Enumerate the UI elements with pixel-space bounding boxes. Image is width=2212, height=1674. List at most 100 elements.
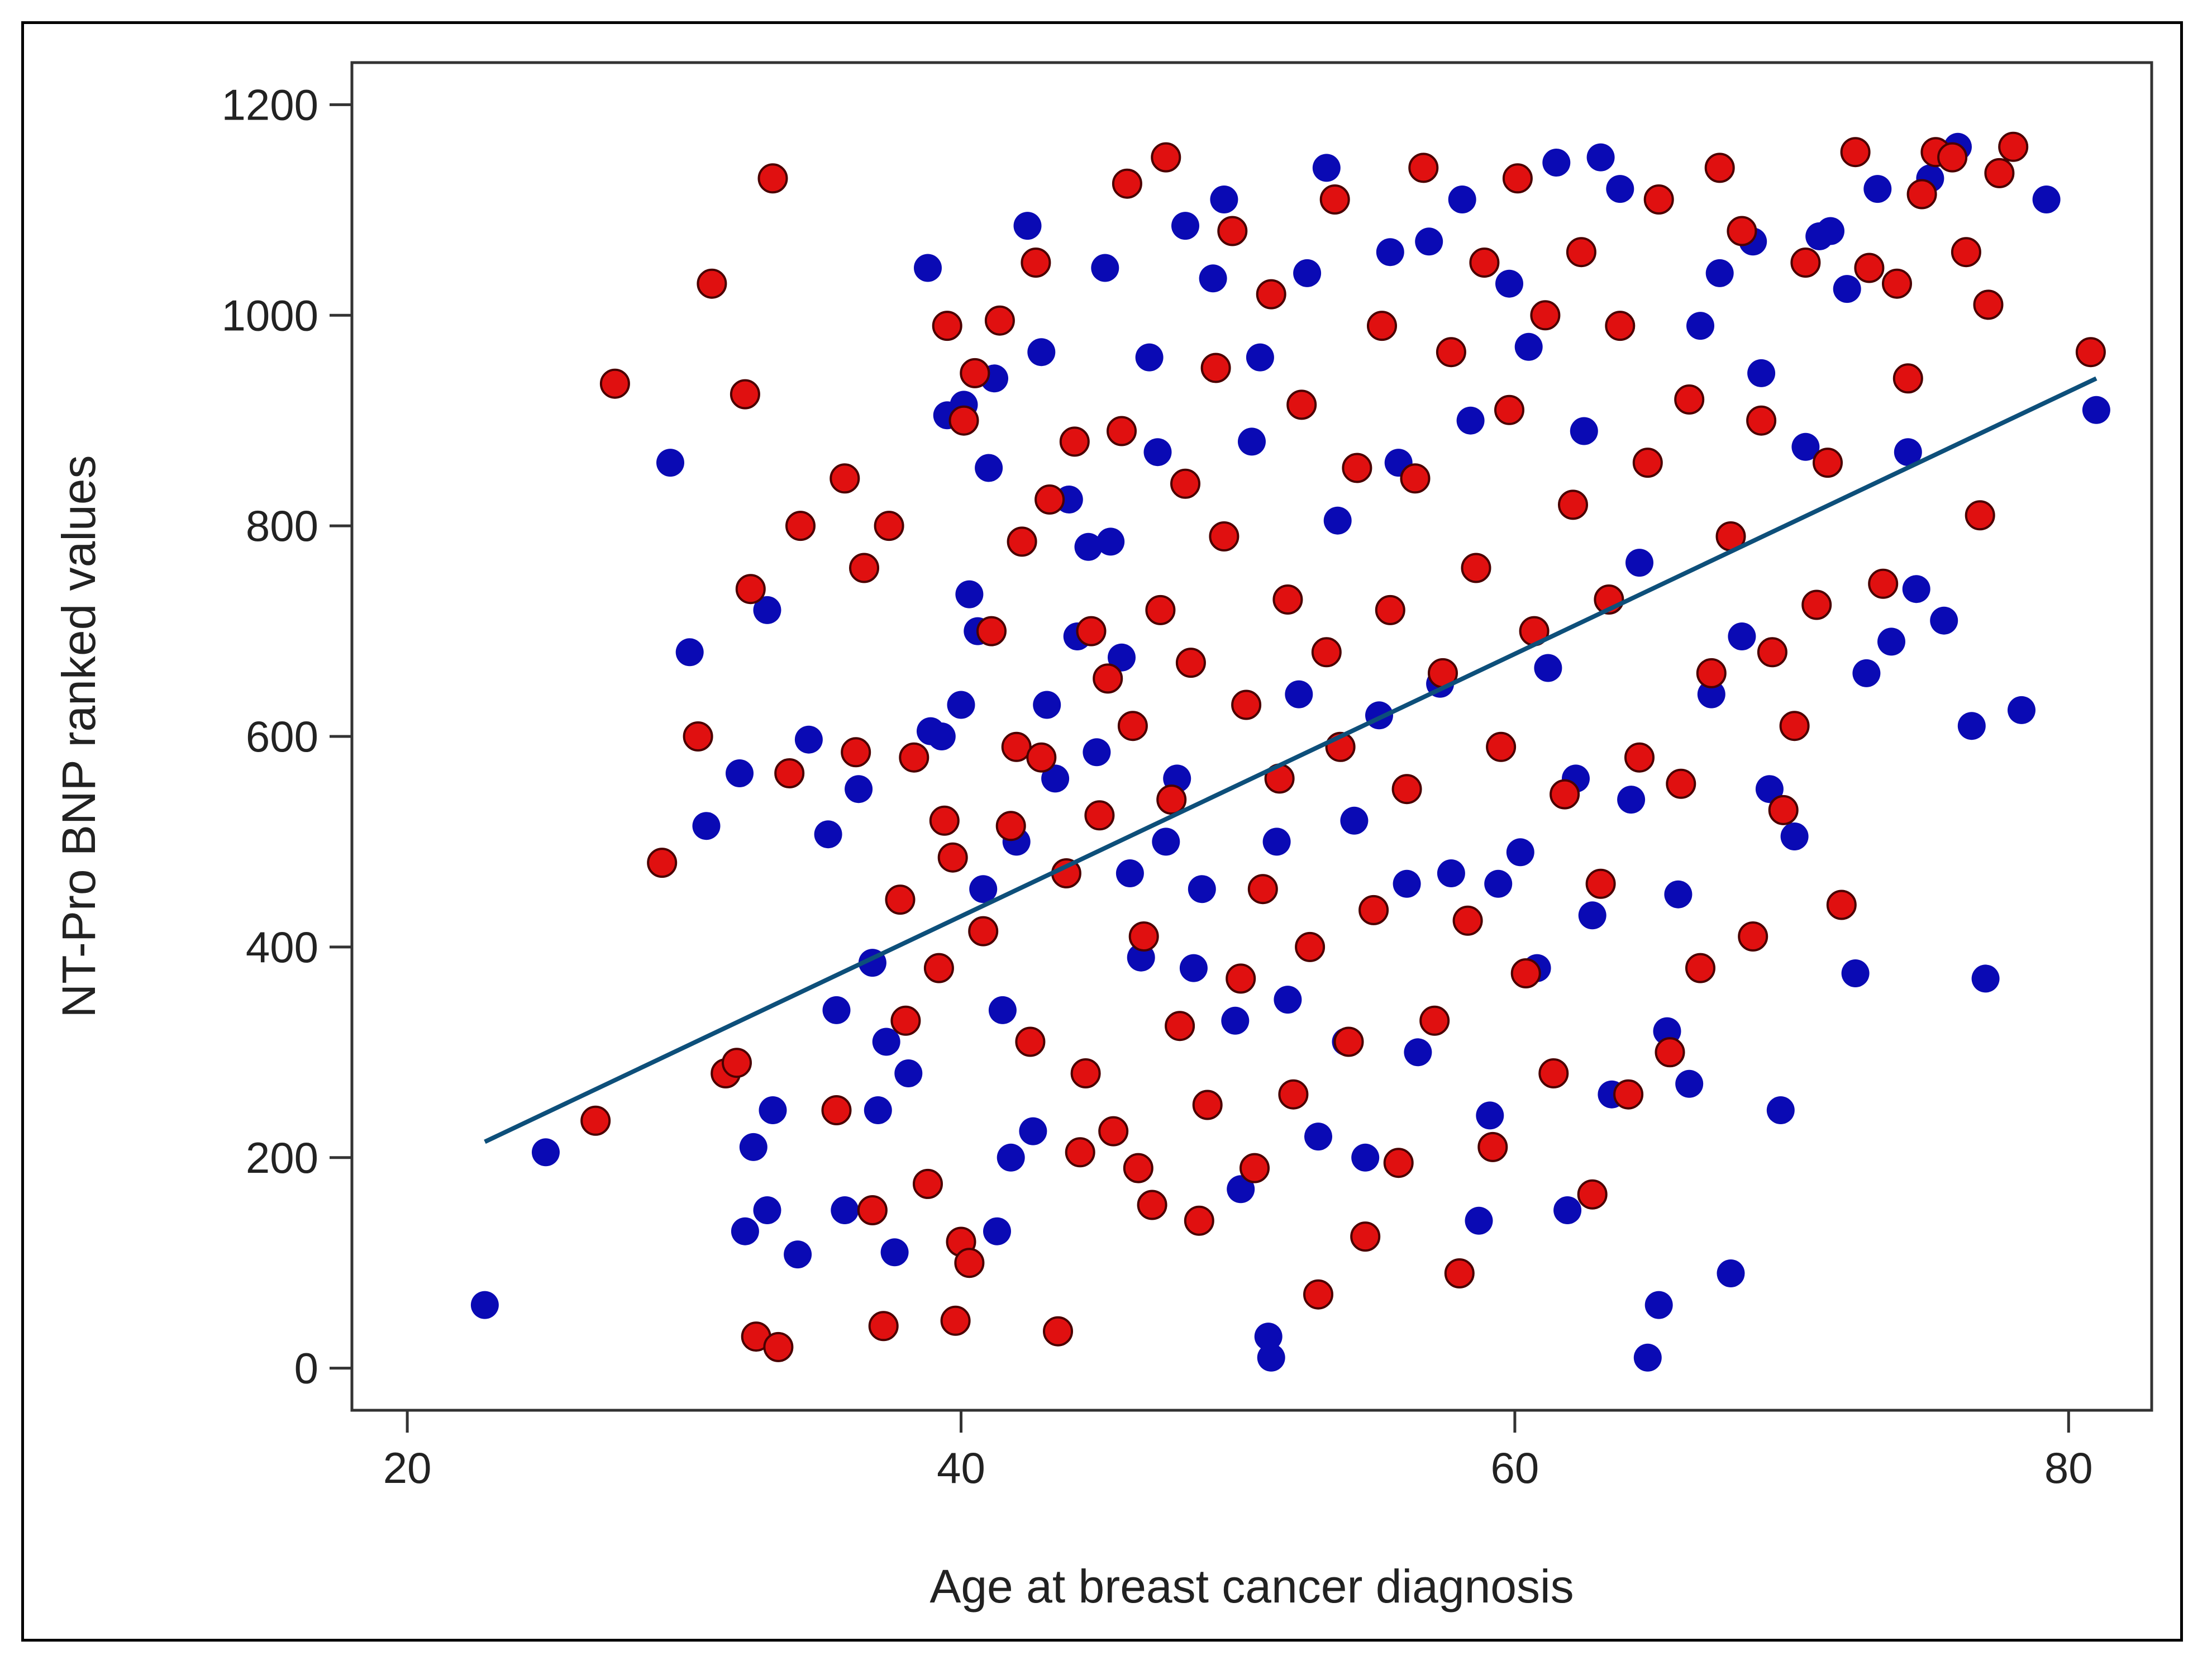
point-blue-71 bbox=[1312, 154, 1341, 182]
point-red-134 bbox=[1801, 589, 1832, 620]
point-blue-133 bbox=[1971, 964, 2000, 993]
point-red-8 bbox=[735, 574, 766, 605]
point-blue-18 bbox=[864, 1096, 892, 1124]
point-blue-112 bbox=[1717, 1259, 1745, 1287]
point-red-16 bbox=[841, 737, 871, 768]
point-blue-7 bbox=[753, 596, 781, 624]
point-red-48 bbox=[1070, 1058, 1101, 1088]
point-red-28 bbox=[937, 842, 968, 873]
point-red-13 bbox=[785, 511, 816, 541]
point-red-10 bbox=[757, 163, 788, 194]
point-red-34 bbox=[968, 916, 999, 947]
point-blue-99 bbox=[1586, 143, 1615, 172]
point-blue-60 bbox=[1221, 1006, 1250, 1035]
point-blue-102 bbox=[1617, 786, 1646, 814]
point-red-3 bbox=[683, 721, 713, 752]
point-red-88 bbox=[1367, 311, 1397, 341]
point-red-65 bbox=[1184, 1205, 1214, 1236]
point-red-98 bbox=[1452, 905, 1483, 936]
point-blue-91 bbox=[1514, 332, 1543, 361]
point-red-41 bbox=[1021, 248, 1051, 278]
point-red-94 bbox=[1419, 1005, 1450, 1036]
point-blue-80 bbox=[1404, 1038, 1432, 1067]
point-red-100 bbox=[1469, 248, 1500, 278]
point-blue-83 bbox=[1437, 859, 1465, 887]
point-blue-2 bbox=[656, 449, 684, 477]
point-blue-109 bbox=[1686, 312, 1714, 340]
point-blue-105 bbox=[1644, 1291, 1673, 1319]
x-tick-label-20: 20 bbox=[383, 1443, 432, 1492]
point-red-74 bbox=[1256, 279, 1286, 310]
point-red-59 bbox=[1145, 595, 1176, 625]
point-blue-4 bbox=[692, 812, 721, 840]
point-blue-24 bbox=[927, 722, 956, 750]
point-blue-5 bbox=[726, 759, 754, 787]
point-red-82 bbox=[1319, 184, 1350, 215]
point-blue-108 bbox=[1675, 1069, 1704, 1098]
point-red-53 bbox=[1107, 416, 1137, 446]
figure-frame bbox=[21, 21, 2183, 1642]
point-red-148 bbox=[1984, 158, 2015, 188]
point-blue-72 bbox=[1323, 506, 1352, 535]
point-blue-15 bbox=[831, 1196, 859, 1224]
point-red-118 bbox=[1632, 448, 1663, 478]
point-red-18 bbox=[857, 1195, 888, 1225]
point-blue-44 bbox=[1074, 532, 1103, 561]
regression-line bbox=[484, 376, 2097, 1144]
point-blue-10 bbox=[731, 1217, 759, 1245]
point-red-29 bbox=[940, 1305, 971, 1336]
point-red-23 bbox=[899, 742, 929, 773]
point-red-113 bbox=[1585, 868, 1616, 899]
point-blue-88 bbox=[1484, 869, 1513, 898]
point-red-11 bbox=[763, 1331, 794, 1362]
point-red-144 bbox=[1937, 142, 1968, 173]
point-blue-11 bbox=[784, 1240, 812, 1269]
y-tick-label-1200: 1200 bbox=[221, 80, 318, 129]
point-red-125 bbox=[1704, 153, 1735, 183]
point-blue-8 bbox=[759, 1096, 787, 1124]
point-blue-48 bbox=[1108, 643, 1136, 672]
point-blue-128 bbox=[1902, 575, 1930, 603]
point-red-62 bbox=[1165, 1011, 1195, 1042]
point-blue-66 bbox=[1262, 828, 1291, 856]
x-tick-label-60: 60 bbox=[1491, 1443, 1539, 1492]
point-blue-59 bbox=[1210, 186, 1238, 213]
point-blue-134 bbox=[2008, 696, 2035, 724]
x-tick-label-40: 40 bbox=[937, 1443, 985, 1492]
point-red-35 bbox=[976, 616, 1007, 646]
point-red-132 bbox=[1779, 711, 1810, 741]
point-red-61 bbox=[1156, 784, 1187, 815]
point-blue-95 bbox=[1553, 1196, 1582, 1224]
point-red-90 bbox=[1383, 1148, 1414, 1178]
point-blue-26 bbox=[947, 691, 975, 719]
point-red-129 bbox=[1746, 405, 1777, 436]
point-blue-28 bbox=[955, 580, 984, 608]
point-blue-61 bbox=[1227, 1175, 1255, 1204]
point-red-25 bbox=[923, 953, 954, 983]
point-blue-67 bbox=[1274, 986, 1302, 1014]
point-red-55 bbox=[1117, 711, 1148, 741]
point-blue-125 bbox=[1863, 175, 1892, 203]
point-red-70 bbox=[1226, 963, 1256, 994]
point-blue-62 bbox=[1238, 427, 1266, 456]
point-blue-85 bbox=[1456, 406, 1485, 435]
point-red-142 bbox=[1906, 179, 1937, 210]
point-blue-49 bbox=[1115, 859, 1144, 887]
point-red-120 bbox=[1655, 1037, 1685, 1068]
point-red-42 bbox=[1026, 742, 1057, 773]
point-blue-56 bbox=[1179, 954, 1208, 982]
point-red-37 bbox=[995, 811, 1026, 841]
point-blue-107 bbox=[1664, 880, 1693, 909]
point-red-15 bbox=[830, 463, 860, 494]
point-red-107 bbox=[1530, 300, 1561, 331]
data-points bbox=[470, 131, 2110, 1372]
point-blue-127 bbox=[1894, 438, 1922, 467]
point-blue-118 bbox=[1780, 822, 1809, 850]
point-blue-1 bbox=[532, 1138, 560, 1167]
point-blue-55 bbox=[1171, 212, 1199, 240]
point-red-146 bbox=[1965, 500, 1995, 531]
point-red-44 bbox=[1043, 1316, 1073, 1347]
point-red-31 bbox=[948, 405, 979, 436]
point-blue-117 bbox=[1766, 1096, 1795, 1124]
point-red-133 bbox=[1790, 248, 1821, 278]
